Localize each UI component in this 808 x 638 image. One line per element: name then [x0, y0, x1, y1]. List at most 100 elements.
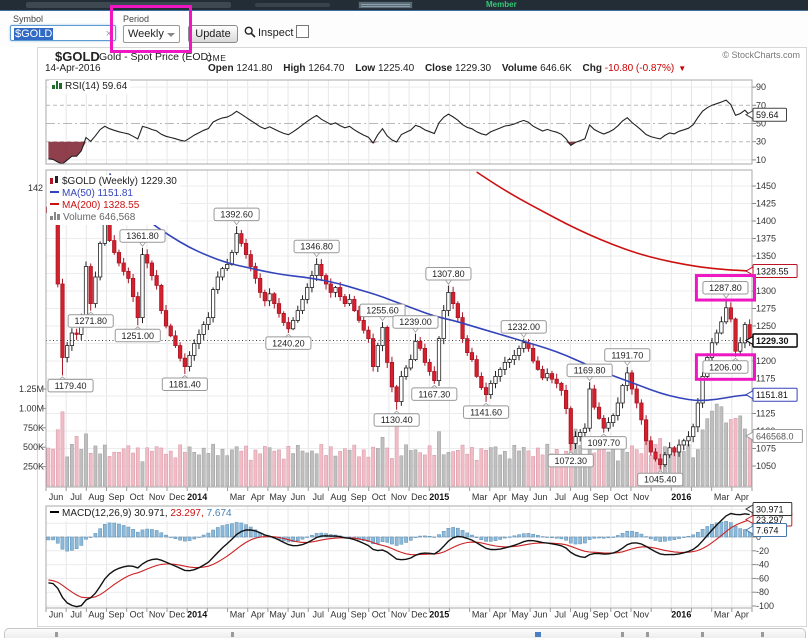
ma50-line-icon: [50, 191, 59, 193]
axis-labels: 1450142514001375135013251300127512501225…: [19, 82, 776, 612]
toolbar-icon[interactable]: [701, 632, 704, 637]
svg-text:1346.80: 1346.80: [300, 242, 333, 252]
change-down-icon: ▼: [678, 64, 687, 73]
svg-text:Apr: Apr: [251, 610, 265, 620]
svg-text:10: 10: [756, 155, 766, 165]
chevron-down-icon: [167, 33, 175, 37]
svg-text:Jun: Jun: [533, 492, 548, 502]
svg-text:Aug: Aug: [330, 492, 346, 502]
toolbar-icon[interactable]: [535, 632, 541, 637]
svg-text:646568.0: 646568.0: [756, 432, 794, 442]
svg-text:Jun: Jun: [49, 610, 64, 620]
svg-text:Mar: Mar: [472, 492, 488, 502]
svg-text:30.971: 30.971: [756, 505, 784, 515]
svg-text:Mar: Mar: [714, 610, 730, 620]
svg-text:2014: 2014: [187, 492, 207, 502]
svg-text:59.64: 59.64: [756, 110, 779, 120]
svg-text:May: May: [511, 492, 529, 502]
svg-text:Aug: Aug: [88, 610, 104, 620]
inspect-magnifier-icon: [244, 26, 256, 38]
svg-text:Nov: Nov: [391, 610, 408, 620]
svg-text:1167.30: 1167.30: [418, 389, 450, 399]
toolbar-icon[interactable]: [231, 632, 234, 637]
bottom-toolbar[interactable]: [4, 628, 806, 638]
chart-toolbar: Symbol $GOLD × Period Weekly Update Insp…: [0, 5, 808, 53]
macd-histogram: [46, 521, 752, 552]
svg-text:1179.40: 1179.40: [55, 381, 87, 391]
rsi-plot: [48, 99, 750, 164]
svg-text:Dec: Dec: [411, 492, 428, 502]
toolbar-icon[interactable]: [55, 632, 58, 637]
update-button[interactable]: Update: [188, 25, 238, 43]
timeline-labels: JunJunJulJulAugAugSepSepOctOctNovNovDecD…: [49, 492, 749, 620]
svg-text:Mar: Mar: [230, 610, 246, 620]
svg-text:May: May: [269, 610, 287, 620]
svg-text:1271.80: 1271.80: [74, 316, 107, 326]
svg-text:Aug: Aug: [572, 610, 588, 620]
svg-text:Nov: Nov: [633, 492, 650, 502]
svg-text:May: May: [511, 610, 529, 620]
svg-text:1350: 1350: [756, 251, 776, 261]
svg-text:Apr: Apr: [735, 610, 749, 620]
svg-text:1425: 1425: [756, 199, 776, 209]
svg-text:2015: 2015: [429, 492, 449, 502]
svg-text:Mar: Mar: [230, 492, 246, 502]
svg-text:-60: -60: [756, 573, 769, 583]
svg-text:Oct: Oct: [130, 492, 145, 502]
inspect-label: Inspect: [258, 27, 294, 39]
candlestick-icon: [50, 176, 59, 185]
svg-text:Oct: Oct: [372, 492, 387, 502]
svg-text:23.297: 23.297: [756, 515, 784, 525]
svg-text:Nov: Nov: [149, 492, 166, 502]
toolbar-icon[interactable]: [621, 632, 624, 637]
ma200-line: [476, 171, 750, 272]
svg-text:Nov: Nov: [149, 610, 166, 620]
svg-text:Jun: Jun: [291, 610, 306, 620]
indicator-icon: [52, 81, 62, 89]
svg-text:Dec: Dec: [169, 610, 186, 620]
svg-text:Sep: Sep: [593, 492, 609, 502]
svg-text:250K: 250K: [23, 462, 44, 472]
volume-bars-icon: [50, 212, 60, 220]
member-link[interactable]: Member: [486, 0, 517, 9]
svg-text:Aug: Aug: [330, 610, 346, 620]
svg-text:1275: 1275: [756, 304, 776, 314]
svg-text:1200: 1200: [756, 356, 776, 366]
rsi-line: [48, 99, 750, 164]
toolbar-icon[interactable]: [761, 632, 764, 637]
copyright-label: © StockCharts.com: [722, 50, 800, 60]
svg-text:1169.80: 1169.80: [574, 366, 606, 376]
ma50-line: [108, 172, 750, 402]
period-select[interactable]: Weekly: [123, 25, 180, 43]
symbol-label: Symbol: [13, 14, 44, 24]
svg-text:Sep: Sep: [593, 610, 609, 620]
svg-text:Apr: Apr: [251, 492, 265, 502]
svg-text:1361.80: 1361.80: [126, 231, 159, 241]
svg-text:Mar: Mar: [472, 610, 488, 620]
svg-text:Nov: Nov: [633, 610, 650, 620]
svg-text:Dec: Dec: [169, 492, 186, 502]
svg-text:1151.81: 1151.81: [756, 390, 788, 400]
svg-text:Jul: Jul: [555, 492, 567, 502]
clear-symbol-icon[interactable]: ×: [105, 28, 112, 40]
site-nav-fragment: [255, 3, 330, 7]
toolbar-icon[interactable]: [646, 632, 649, 637]
svg-text:1175: 1175: [756, 374, 775, 384]
svg-text:Oct: Oct: [614, 492, 629, 502]
svg-text:1239.00: 1239.00: [399, 317, 432, 327]
svg-text:1191.70: 1191.70: [611, 350, 643, 360]
svg-text:1307.80: 1307.80: [432, 269, 465, 279]
rsi-oversold-fill: [48, 141, 750, 164]
svg-text:Aug: Aug: [88, 492, 104, 502]
symbol-input[interactable]: $GOLD ×: [10, 25, 116, 41]
svg-text:1328.55: 1328.55: [756, 267, 789, 277]
svg-text:1392.60: 1392.60: [220, 210, 253, 220]
svg-text:May: May: [269, 492, 287, 502]
svg-text:Jul: Jul: [555, 610, 567, 620]
svg-text:2015: 2015: [429, 610, 449, 620]
ohlc-readout: Open 1241.80 High 1264.70 Low 1225.40 Cl…: [208, 63, 687, 74]
svg-text:1141.60: 1141.60: [470, 407, 502, 417]
svg-text:1300: 1300: [756, 286, 776, 296]
inspect-checkbox[interactable]: [296, 25, 310, 38]
svg-text:-100: -100: [756, 601, 774, 611]
